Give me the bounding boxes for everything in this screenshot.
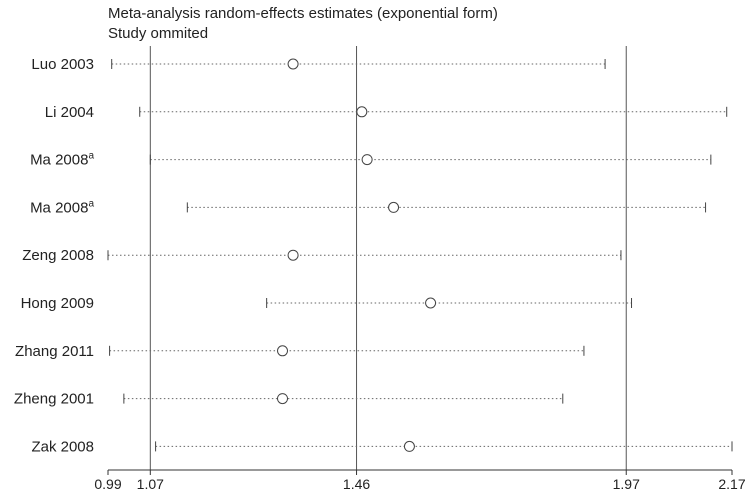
study-superscript: a	[88, 151, 94, 162]
estimate-point	[388, 201, 400, 213]
estimate-point	[287, 58, 299, 70]
study-label: Hong 2009	[21, 295, 94, 312]
study-row: Ma 2008a	[30, 198, 707, 216]
study-name: Zak 2008	[31, 438, 94, 455]
estimate-point	[277, 345, 289, 357]
reference-lines	[149, 46, 627, 470]
estimate-point	[425, 297, 437, 309]
study-label: Li 2004	[45, 104, 94, 121]
study-name: Zheng 2001	[14, 391, 94, 408]
study-name: Hong 2009	[21, 295, 94, 312]
study-label: Ma 2008a	[30, 198, 94, 216]
study-name: Zhang 2011	[15, 343, 94, 360]
study-row: Zheng 2001	[14, 391, 564, 408]
study-name: Li 2004	[45, 104, 94, 121]
study-label: Zhang 2011	[15, 343, 94, 360]
estimate-point	[356, 106, 368, 118]
x-tick-label: 1.97	[613, 476, 640, 490]
study-row: Luo 2003	[31, 56, 606, 73]
study-row: Li 2004	[45, 104, 728, 121]
study-row: Zeng 2008	[22, 247, 622, 264]
study-label: Zeng 2008	[22, 247, 94, 264]
study-label: Zak 2008	[31, 438, 94, 455]
x-tick-label: 1.46	[343, 476, 370, 490]
study-name: Ma 2008	[30, 152, 88, 169]
study-name: Luo 2003	[31, 56, 94, 73]
estimate-point	[287, 249, 299, 261]
study-row: Hong 2009	[21, 295, 633, 312]
chart-subtitle: Study ommited	[108, 25, 208, 42]
x-axis: 0.99 1.07 1.46 1.97 2.17	[94, 469, 746, 490]
estimate-point	[277, 393, 289, 405]
x-tick-label: 2.17	[718, 476, 745, 490]
chart-title: Meta-analysis random-effects estimates (…	[108, 5, 498, 22]
study-name: Ma 2008	[30, 199, 88, 216]
study-label: Luo 2003	[31, 56, 94, 73]
study-label: Zheng 2001	[14, 391, 94, 408]
study-row: Zhang 2011	[15, 343, 585, 360]
x-tick-label: 0.99	[94, 476, 121, 490]
study-name: Zeng 2008	[22, 247, 94, 264]
x-tick-label: 1.07	[137, 476, 164, 490]
study-row: Ma 2008a	[30, 151, 712, 169]
study-superscript: a	[88, 198, 94, 209]
estimate-point	[361, 154, 373, 166]
study-row: Zak 2008	[31, 438, 733, 455]
study-label: Ma 2008a	[30, 151, 94, 169]
estimate-point	[403, 440, 415, 452]
